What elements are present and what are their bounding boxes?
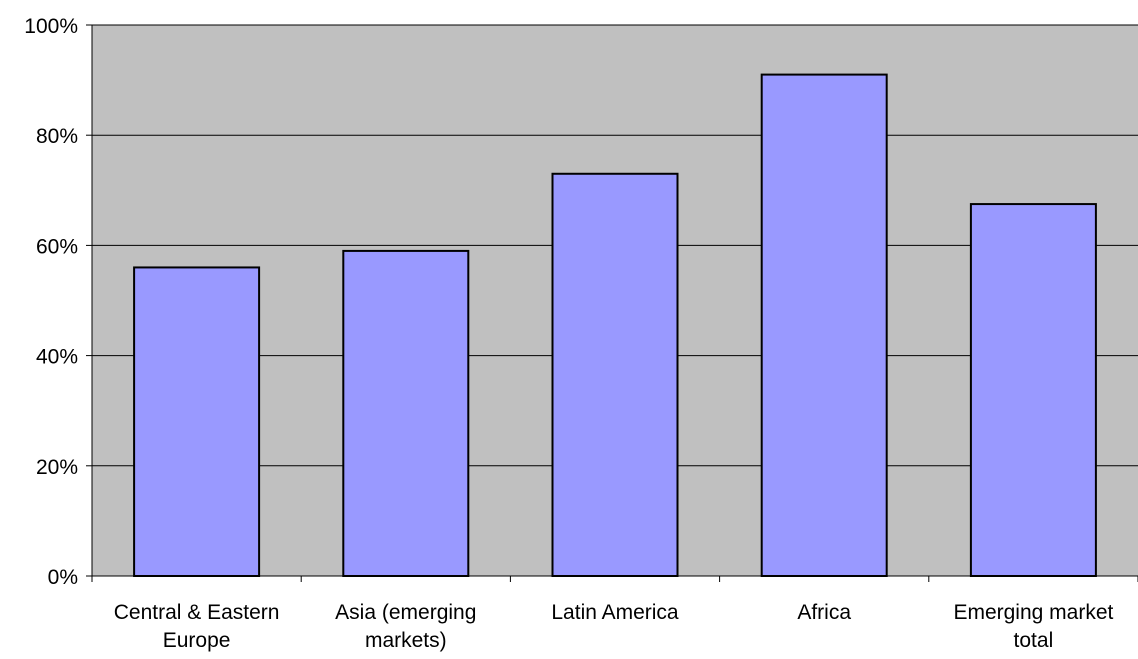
y-tick-label: 0%: [48, 566, 78, 589]
bar: [551, 172, 679, 578]
y-tick-label: 100%: [24, 15, 78, 38]
y-tick-label: 40%: [36, 346, 78, 369]
x-tick-label: Emerging market total: [953, 601, 1113, 652]
x-tick-label: Asia (emerging markets): [335, 601, 476, 652]
bar: [760, 73, 888, 577]
axes: [86, 24, 1138, 582]
y-tick-label: 80%: [36, 125, 78, 148]
y-tick-label: 20%: [36, 456, 78, 479]
bar: [133, 266, 261, 577]
bars: [133, 73, 1097, 578]
y-tick-label: 60%: [36, 235, 78, 258]
x-tick-label: Latin America: [551, 601, 679, 624]
bar: [969, 203, 1097, 577]
x-tick-label: Central & Eastern Europe: [114, 601, 280, 652]
y-tick-labels: 0% 20% 40% 60% 80% 100%: [24, 15, 78, 589]
x-tick-label: Africa: [797, 601, 851, 624]
x-tick-labels: Central & Eastern Europe Asia (emerging mar…: [114, 601, 1114, 652]
bar: [342, 249, 470, 577]
